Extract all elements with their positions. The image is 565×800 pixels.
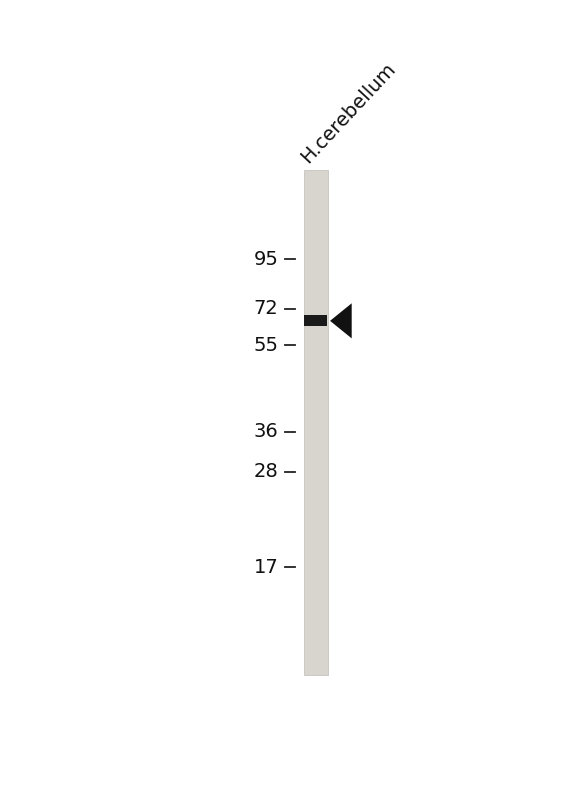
Text: 36: 36 <box>254 422 279 442</box>
Text: H.cerebellum: H.cerebellum <box>298 59 399 167</box>
Text: 17: 17 <box>254 558 279 577</box>
Bar <box>305 315 327 326</box>
Text: 28: 28 <box>254 462 279 482</box>
Text: 55: 55 <box>254 336 279 355</box>
Text: 72: 72 <box>254 299 279 318</box>
Text: 95: 95 <box>254 250 279 269</box>
Bar <box>304 170 328 675</box>
Polygon shape <box>330 303 351 338</box>
